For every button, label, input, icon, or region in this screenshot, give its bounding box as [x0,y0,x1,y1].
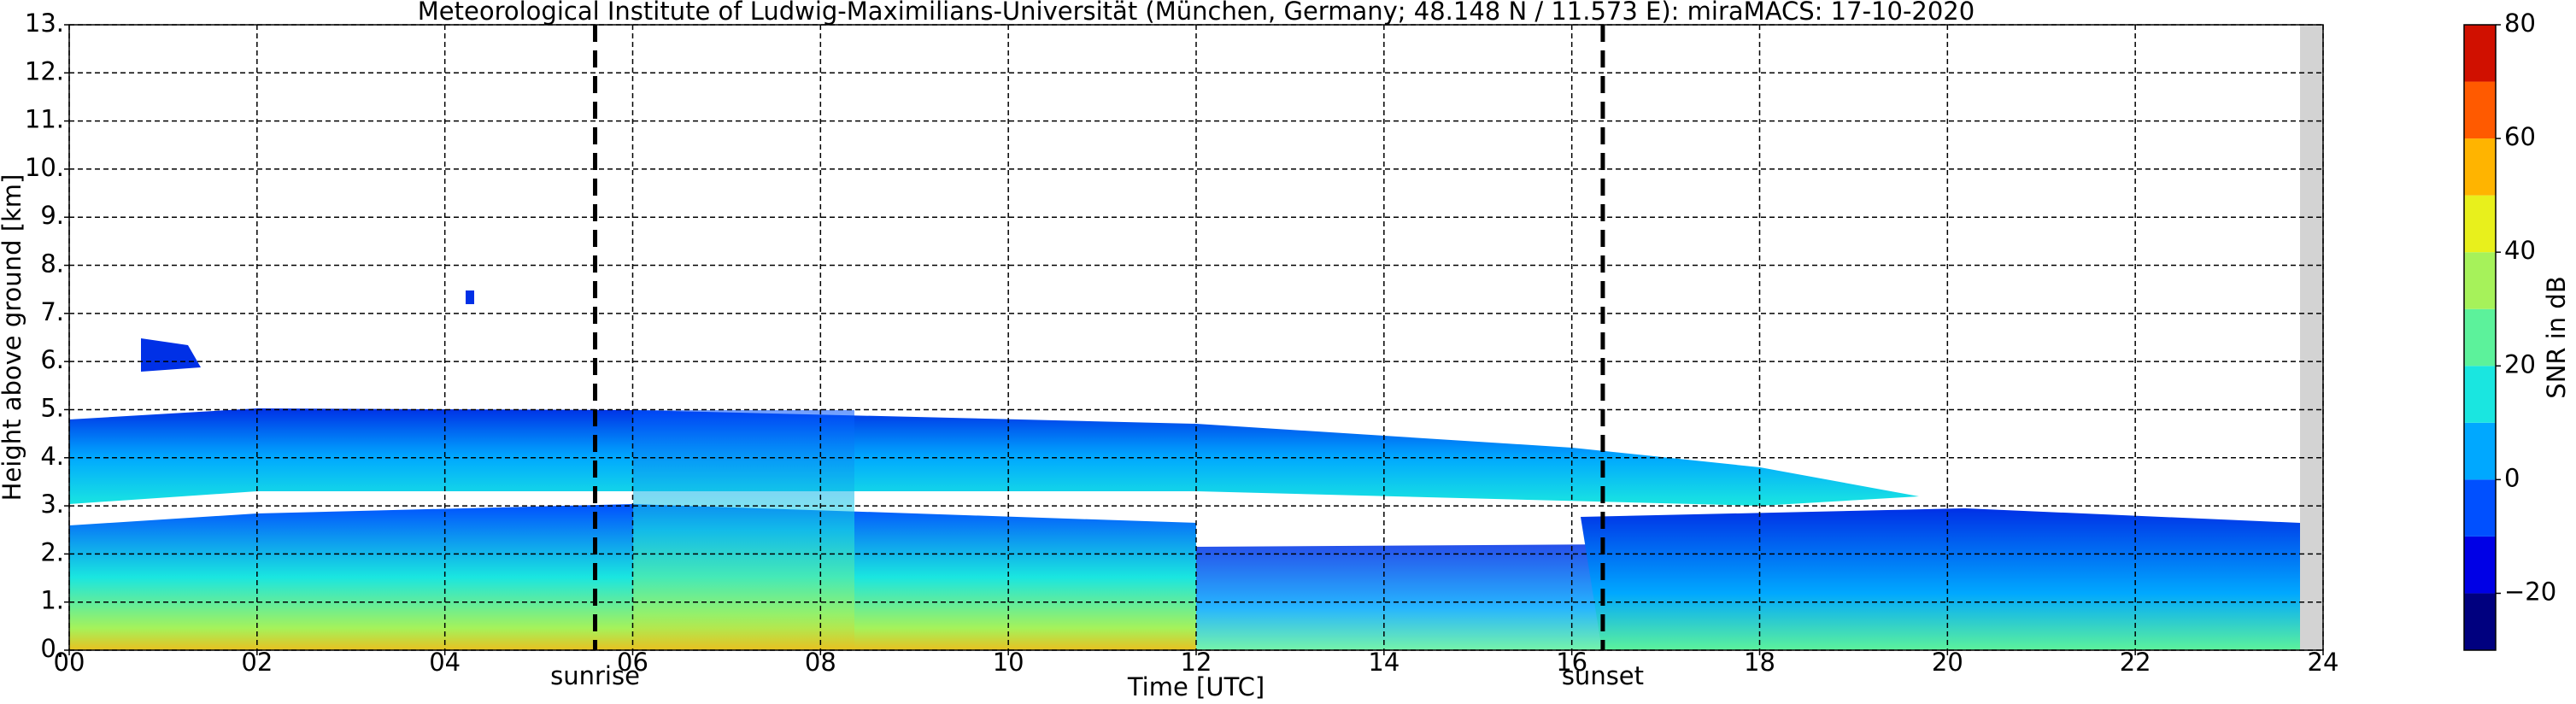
colorbar-tick-label: 0 [2504,463,2520,492]
y-tick-label: 10. [25,153,64,182]
x-tick-label: 18 [1744,648,1775,677]
colorbar-bin [2464,25,2496,82]
event-label: sunset [1562,661,1644,690]
x-tick-label: 04 [429,648,461,677]
event-label: sunrise [550,661,640,690]
y-tick-label: 13. [25,9,64,38]
colorbar-tick-label: 20 [2504,349,2536,378]
x-tick-label: 10 [993,648,1024,677]
y-tick-label: 7. [40,297,64,326]
y-tick-label: 2. [40,537,64,566]
y-tick-label: 0. [40,634,64,663]
x-tick-label: 02 [241,648,273,677]
y-tick-label: 5. [40,393,64,422]
colorbar-label: SNR in dB [2542,276,2571,398]
x-axis-label: Time [UTC] [1127,672,1265,701]
colorbar-frame [2463,24,2497,651]
x-tick-label: 20 [1932,648,1963,677]
x-tick-label: 16 [1556,648,1587,677]
colorbar-bin [2464,195,2496,253]
colorbar-bin [2464,366,2496,423]
colorbar-bin [2464,81,2496,139]
y-tick-label: 6. [40,345,64,374]
x-tick-label: 22 [2120,648,2151,677]
y-tick-label: 4. [40,442,64,471]
y-tick-label: 11. [25,105,64,134]
colorbar-tick-label: 40 [2504,236,2536,265]
colorbar-tick-label: −20 [2504,577,2556,606]
x-tick-label: 08 [805,648,836,677]
colorbar-bin [2464,479,2496,537]
chart-title: Meteorological Institute of Ludwig-Maxim… [418,0,1975,26]
y-tick-label: 12. [25,56,64,85]
y-tick-label: 1. [40,586,64,615]
y-axis-label: Height above ground [km] [0,174,26,502]
colorbar-tick-label: 80 [2504,9,2536,38]
colorbar-bin [2464,252,2496,309]
x-tick-label: 12 [1181,648,1212,677]
colorbar-bin [2464,308,2496,367]
colorbar-tick-label: 60 [2504,122,2536,151]
x-tick-label: 14 [1368,648,1399,677]
y-tick-label: 8. [40,249,64,279]
x-tick-label: 00 [54,648,85,677]
x-tick-label: 24 [2308,648,2339,677]
x-tick-label: 06 [617,648,648,677]
colorbar-bin [2464,138,2496,196]
y-tick-label: 9. [40,201,64,230]
y-tick-label: 3. [40,490,64,519]
colorbar-bin [2464,593,2496,650]
no-data-strip [2300,25,2323,650]
colorbar-bin [2464,422,2496,480]
plot-frame [68,24,2324,651]
radar-echo [69,290,2300,650]
colorbar-bin [2464,536,2496,594]
